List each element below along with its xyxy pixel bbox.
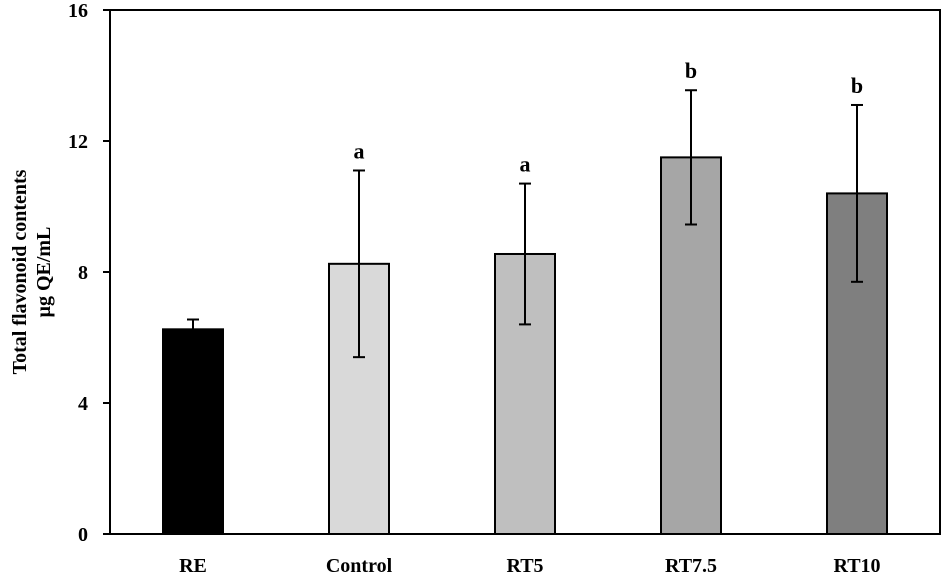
y-tick-label: 4 xyxy=(78,393,88,415)
y-tick-label: 0 xyxy=(78,524,88,546)
x-tick-label-rt10: RT10 xyxy=(833,555,880,575)
plot-area-frame xyxy=(109,9,941,535)
y-axis-ticks: 0 4 8 12 16 xyxy=(68,0,110,546)
y-tick-label: 12 xyxy=(68,131,88,153)
x-tick-label-re: RE xyxy=(179,555,207,575)
y-axis-title-line1: Total flavonoid contents xyxy=(9,169,31,374)
y-tick-label: 16 xyxy=(68,0,88,22)
x-axis-tick-labels: RE Control RT5 RT7.5 RT10 xyxy=(179,555,880,575)
y-axis-title-line2: μg QE/mL xyxy=(33,227,55,318)
bar-re xyxy=(162,328,224,535)
x-tick-label-rt7-5: RT7.5 xyxy=(665,555,717,575)
x-tick-label-control: Control xyxy=(326,555,393,575)
significance-label-rt10: b xyxy=(851,73,863,98)
error-bars xyxy=(187,89,863,359)
significance-label-rt7-5: b xyxy=(685,58,697,83)
significance-label-rt5: a xyxy=(520,152,531,177)
y-axis-title: Total flavonoid contents μg QE/mL xyxy=(9,169,55,374)
y-tick-label: 8 xyxy=(78,262,88,284)
bar-rt7-5 xyxy=(660,156,722,535)
significance-labels: a a b b xyxy=(354,58,864,176)
significance-label-control: a xyxy=(354,138,365,163)
x-tick-label-rt5: RT5 xyxy=(506,555,543,575)
